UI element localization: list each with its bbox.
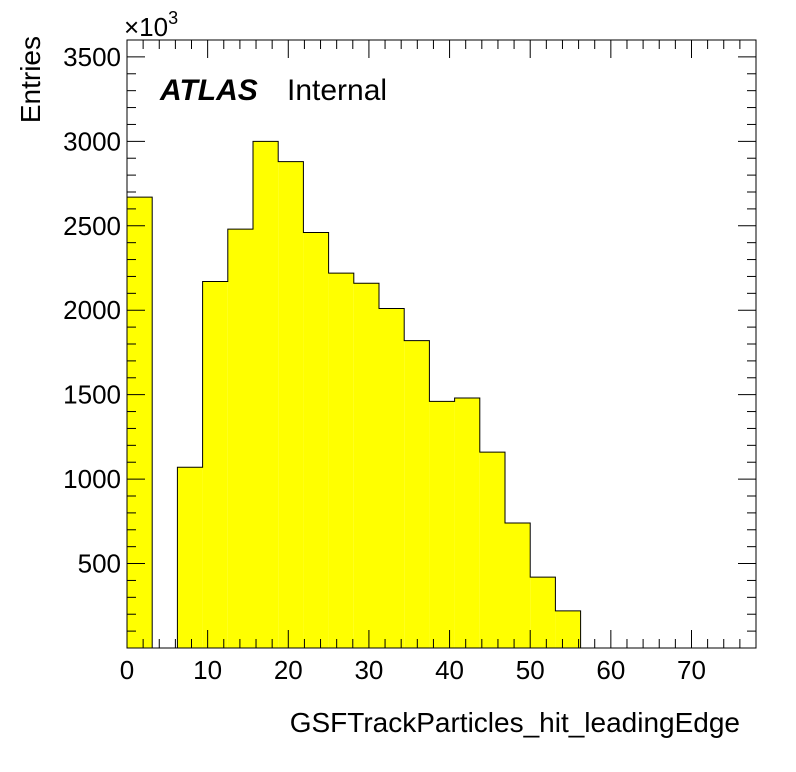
- x-tick-label: 60: [596, 655, 625, 685]
- histogram-bar: [278, 161, 304, 648]
- y-multiplier-exponent: 3: [168, 8, 178, 28]
- x-tick-labels: 0 10 20 30 40 50 60 70: [120, 655, 706, 685]
- y-tick-label: 3000: [63, 126, 121, 156]
- y-axis-title: Entries: [15, 36, 46, 123]
- histogram-bar: [353, 283, 380, 648]
- histogram-bar: [530, 577, 556, 648]
- histogram-bar: [379, 308, 405, 648]
- x-axis-ticks: [126, 40, 757, 648]
- y-multiplier: ×103: [124, 8, 178, 42]
- histogram-outline: [126, 140, 582, 649]
- y-tick-label: 500: [78, 549, 121, 579]
- internal-label: Internal: [287, 74, 387, 107]
- y-axis-ticks: [127, 39, 756, 632]
- y-tick-label: 3500: [63, 42, 121, 72]
- histogram-bar: [404, 340, 430, 648]
- y-multiplier-base: ×10: [124, 12, 168, 42]
- y-tick-label: 2000: [63, 295, 121, 325]
- histogram-bar: [454, 398, 480, 648]
- histogram-bar: [227, 229, 254, 648]
- histogram-bar: [429, 401, 455, 648]
- histogram-bars: [127, 141, 581, 649]
- atlas-label: ATLAS: [159, 74, 258, 107]
- histogram-bar: [555, 610, 581, 648]
- x-tick-label: 50: [516, 655, 545, 685]
- x-tick-label: 70: [677, 655, 706, 685]
- y-tick-label: 2500: [63, 211, 121, 241]
- x-tick-label: 40: [435, 655, 464, 685]
- x-tick-label: 10: [193, 655, 222, 685]
- histogram-bar: [177, 467, 203, 648]
- x-tick-label: 20: [274, 655, 303, 685]
- y-tick-label: 1500: [63, 380, 121, 410]
- y-tick-label: 1000: [63, 464, 121, 494]
- histogram-bar: [303, 232, 329, 649]
- histogram-bar: [253, 141, 279, 649]
- x-axis-title: GSFTrackParticles_hit_leadingEdge: [290, 707, 740, 738]
- histogram-outline-path: [126, 140, 582, 649]
- histogram-bar: [479, 452, 506, 648]
- histogram-bar: [202, 281, 228, 648]
- histogram-bar: [127, 197, 153, 649]
- histogram-bar: [505, 523, 531, 648]
- histogram-bar: [328, 273, 354, 648]
- x-tick-label: 30: [354, 655, 383, 685]
- x-tick-label: 0: [120, 655, 134, 685]
- y-tick-labels: 500 1000 1500 2000 2500 3000 3500: [63, 42, 121, 579]
